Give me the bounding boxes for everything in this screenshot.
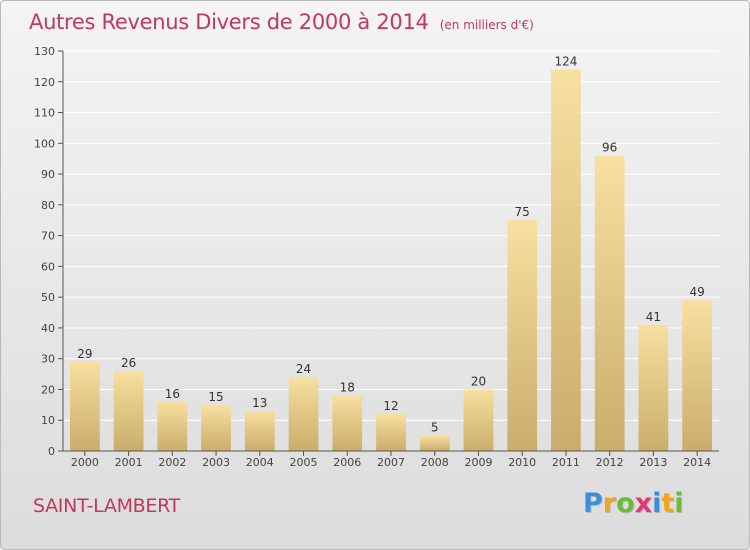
data-label: 20 <box>471 374 486 388</box>
x-tick-label: 2000 <box>71 456 99 469</box>
data-label: 18 <box>340 381 355 395</box>
logo-letter: t <box>661 488 675 519</box>
data-label: 5 <box>431 421 439 435</box>
x-tick-label: 2006 <box>333 456 361 469</box>
x-tick-label: 2003 <box>202 456 230 469</box>
y-tick-label: 120 <box>34 76 55 89</box>
chart-title-row: Autres Revenus Divers de 2000 à 2014 (en… <box>29 10 534 34</box>
data-label: 13 <box>252 396 267 410</box>
y-tick-label: 70 <box>41 230 55 243</box>
data-label: 12 <box>383 399 398 413</box>
data-label: 15 <box>208 390 223 404</box>
data-label: 24 <box>296 362 311 376</box>
bar <box>551 69 581 451</box>
data-label: 96 <box>602 141 617 155</box>
y-tick-label: 10 <box>41 414 55 427</box>
data-label: 75 <box>515 205 530 219</box>
x-tick-label: 2013 <box>639 456 667 469</box>
bar <box>419 435 450 451</box>
y-tick-label: 40 <box>41 322 55 335</box>
data-label: 16 <box>165 387 180 401</box>
proxiti-logo: Proxiti <box>583 488 684 519</box>
labels: 0 10 20 30 40 50 60 70 80 90 100 110 120 130 29 2000 26 2… <box>34 45 711 469</box>
y-tick-label: 0 <box>48 445 55 458</box>
bar <box>594 155 625 451</box>
x-tick-label: 2011 <box>552 456 580 469</box>
logo-letter: P <box>583 488 603 519</box>
data-label: 49 <box>689 285 704 299</box>
logo-letter: x <box>634 488 653 519</box>
bar <box>157 401 188 451</box>
axes <box>58 50 719 456</box>
bar <box>332 395 363 451</box>
bar <box>288 377 319 451</box>
x-tick-label: 2005 <box>290 456 318 469</box>
data-label: 26 <box>121 356 136 370</box>
bar <box>682 300 713 451</box>
commune-name: SAINT-LAMBERT <box>33 495 180 517</box>
logo-letter: r <box>602 488 617 519</box>
x-tick-label: 2008 <box>421 456 449 469</box>
bar <box>244 411 275 451</box>
x-tick-label: 2002 <box>158 456 186 469</box>
bar <box>638 324 669 451</box>
logo-letter: i <box>652 488 662 519</box>
chart-title: Autres Revenus Divers de 2000 à 2014 <box>29 10 429 34</box>
bar <box>113 371 144 451</box>
bar <box>463 389 494 451</box>
y-tick-label: 50 <box>41 291 55 304</box>
x-tick-label: 2012 <box>596 456 624 469</box>
data-label: 41 <box>646 310 661 324</box>
y-tick-label: 20 <box>41 383 55 396</box>
y-tick-label: 60 <box>41 260 55 273</box>
y-tick-label: 110 <box>34 107 55 120</box>
x-tick-label: 2010 <box>508 456 536 469</box>
y-tick-label: 30 <box>41 353 55 366</box>
x-tick-label: 2014 <box>683 456 711 469</box>
y-tick-label: 100 <box>34 137 55 150</box>
logo-letter: o <box>616 488 635 519</box>
data-label: 124 <box>554 54 577 68</box>
y-tick-label: 80 <box>41 199 55 212</box>
bar <box>507 220 538 451</box>
data-label: 29 <box>77 347 92 361</box>
bar <box>376 414 406 451</box>
bar <box>69 361 100 451</box>
chart-unit: (en milliers d'€) <box>439 18 534 32</box>
x-tick-label: 2007 <box>377 456 405 469</box>
y-tick-label: 90 <box>41 168 55 181</box>
y-tick-label: 130 <box>34 45 55 58</box>
bar <box>201 404 231 451</box>
x-tick-label: 2009 <box>464 456 492 469</box>
bars <box>69 69 713 451</box>
logo-letter: i <box>674 488 684 519</box>
x-tick-label: 2004 <box>246 456 274 469</box>
x-tick-label: 2001 <box>115 456 143 469</box>
